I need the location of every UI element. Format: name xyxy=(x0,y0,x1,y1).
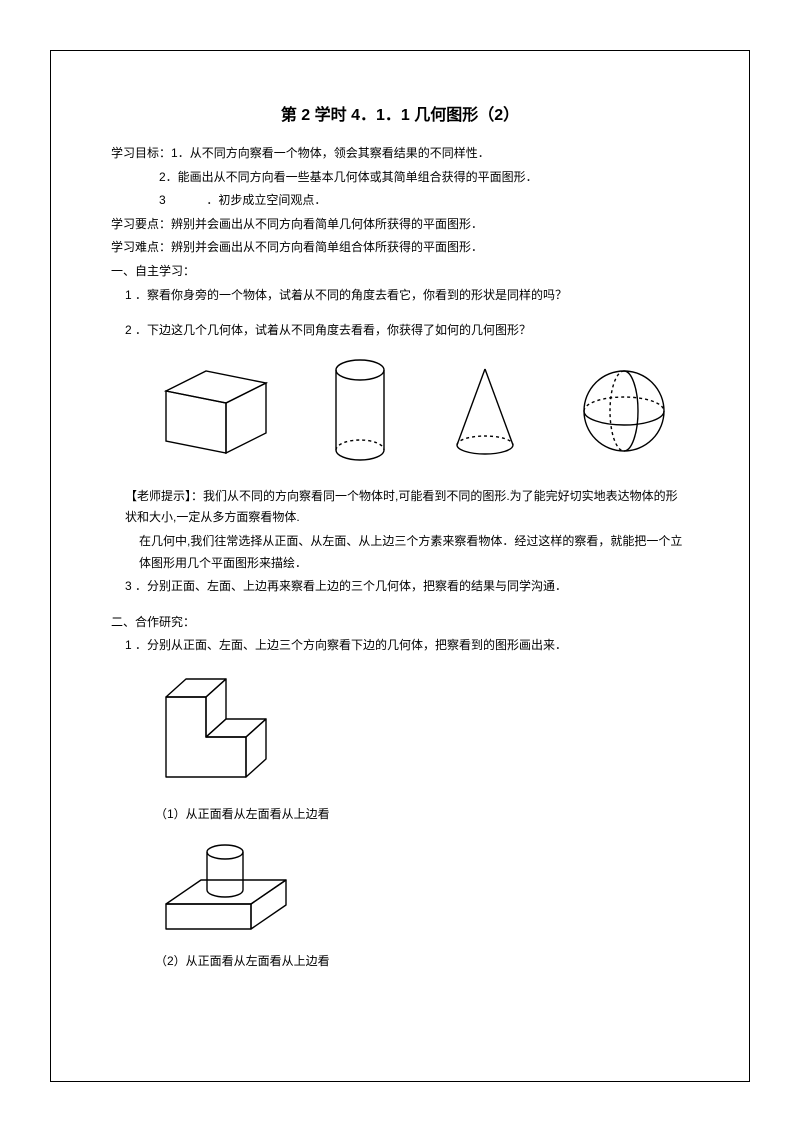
q3: 3 ．分别正面、左面、上边再来察看上边的三个几何体，把察看的结果与同学沟通． xyxy=(111,576,689,598)
section-1-heading: 一、自主学习： xyxy=(111,261,689,283)
hint-para2: 在几何中,我们往常选择从正面、从左面、从上边三个方素来察看物体．经过这样的察看，… xyxy=(111,531,689,574)
l-solid-icon xyxy=(151,667,301,797)
section-2-heading: 二、合作研究： xyxy=(111,612,689,634)
cylinder-icon xyxy=(325,356,395,466)
q1: 1 ．察看你身旁的一个物体，试着从不同的角度去看它，你看到的形状是同样的吗？ xyxy=(111,285,689,307)
q2: 2 ．下边这几个几何体，试着从不同角度去看看，你获得了如何的几何图形？ xyxy=(111,320,689,342)
difficulty-line: 学习难点：辨别并会画出从不同方向看简单组合体所获得的平面图形． xyxy=(111,237,689,259)
goal-2: 2．能画出从不同方向看一些基本几何体或其简单组合获得的平面图形． xyxy=(111,167,689,189)
s2q1: 1 ．分别从正面、左面、上边三个方向察看下边的几何体，把察看到的图形画出来． xyxy=(111,635,689,657)
goal-3-text: ．初步成立空间观点． xyxy=(206,193,326,207)
page-title: 第 2 学时 4．1．1 几何图形（2） xyxy=(111,101,689,125)
hint-label: 【老师提示】： xyxy=(125,489,203,503)
l-solid-wrap xyxy=(151,667,689,797)
cylinder-on-slab-icon xyxy=(151,834,301,944)
cuboid-icon xyxy=(156,361,276,461)
hint-line: 【老师提示】：我们从不同的方向察看同一个物体时,可能看到不同的图形.为了能完好切… xyxy=(111,486,689,529)
goals-line-1: 学习目标：1．从不同方向察看一个物体，领会其察看结果的不同样性． xyxy=(111,143,689,165)
caption-1: （1）从正面看从左面看从上边看 xyxy=(155,805,689,822)
document-page: 第 2 学时 4．1．1 几何图形（2） 学习目标：1．从不同方向察看一个物体，… xyxy=(50,50,750,1082)
keypoint-text: 辨别并会画出从不同方向看简单几何体所获得的平面图形． xyxy=(171,217,483,231)
caption-2: （2）从正面看从左面看从上边看 xyxy=(155,952,689,969)
difficulty-label: 学习难点： xyxy=(111,240,171,254)
cyl-slab-wrap xyxy=(151,834,689,944)
goal-1: 1．从不同方向察看一个物体，领会其察看结果的不同样性． xyxy=(171,146,490,160)
solids-row xyxy=(141,356,689,466)
hint-text: 我们从不同的方向察看同一个物体时,可能看到不同的图形.为了能完好切实地表达物体的… xyxy=(125,489,678,525)
keypoint-label: 学习要点： xyxy=(111,217,171,231)
goal-3-row: 3 ．初步成立空间观点． xyxy=(111,190,689,212)
goal-3-num: 3 xyxy=(159,193,166,207)
difficulty-text: 辨别并会画出从不同方向看简单组合体所获得的平面图形． xyxy=(171,240,483,254)
cone-icon xyxy=(445,361,525,461)
goals-label: 学习目标： xyxy=(111,146,171,160)
sphere-icon xyxy=(574,361,674,461)
keypoint-line: 学习要点：辨别并会画出从不同方向看简单几何体所获得的平面图形． xyxy=(111,214,689,236)
